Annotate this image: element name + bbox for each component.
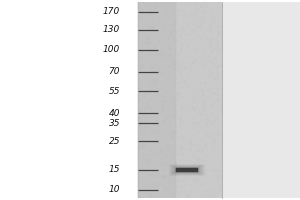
Text: 70: 70 bbox=[109, 68, 120, 76]
Text: 130: 130 bbox=[103, 25, 120, 34]
Text: 35: 35 bbox=[109, 118, 120, 128]
Bar bbox=[222, 2, 300, 198]
FancyBboxPatch shape bbox=[172, 166, 202, 174]
FancyBboxPatch shape bbox=[174, 167, 200, 173]
Text: 40: 40 bbox=[109, 108, 120, 117]
Bar bbox=[176, 2, 222, 198]
FancyBboxPatch shape bbox=[176, 168, 198, 172]
Text: 15: 15 bbox=[109, 166, 120, 174]
Text: 10: 10 bbox=[109, 186, 120, 194]
Text: 170: 170 bbox=[103, 7, 120, 17]
FancyBboxPatch shape bbox=[169, 164, 205, 176]
Text: 55: 55 bbox=[109, 86, 120, 96]
FancyBboxPatch shape bbox=[171, 165, 203, 175]
Text: 25: 25 bbox=[109, 136, 120, 146]
Text: 100: 100 bbox=[103, 46, 120, 54]
Bar bbox=[138, 2, 176, 198]
